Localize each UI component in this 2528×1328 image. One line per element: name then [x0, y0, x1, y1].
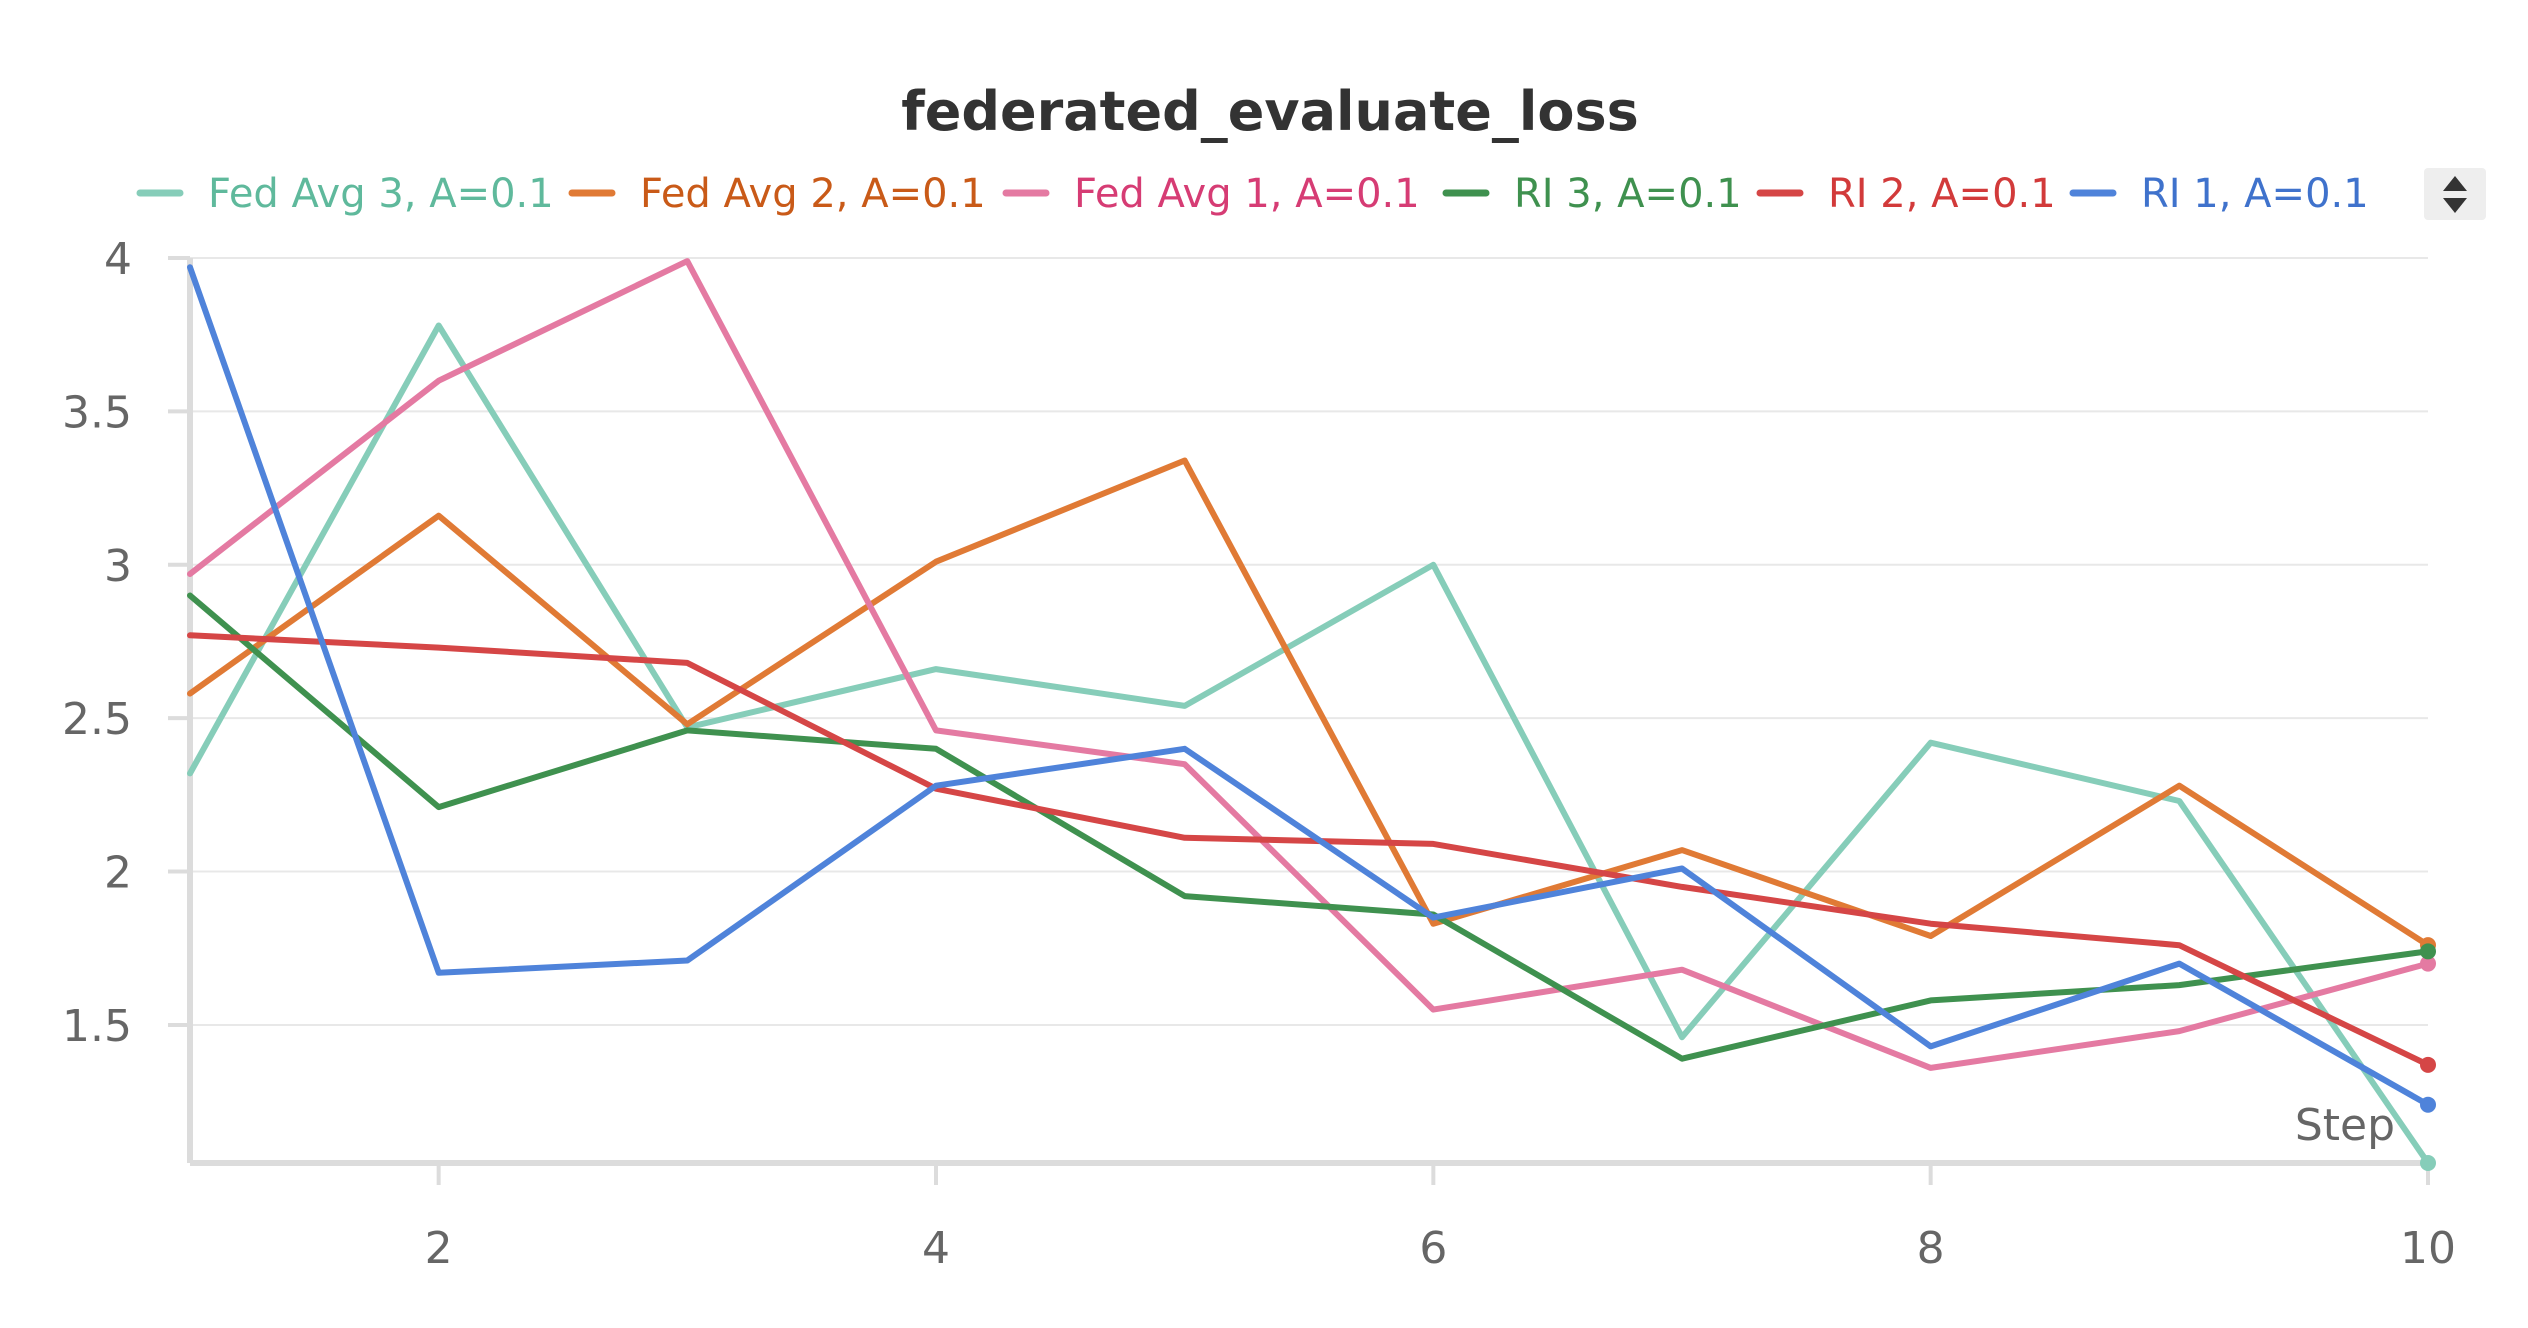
x-tick-label: 4 [922, 1223, 950, 1274]
x-tick-label: 6 [1419, 1223, 1447, 1274]
axes [187, 258, 2428, 1166]
series-end-point [2420, 1096, 2436, 1113]
legend-label: Fed Avg 2, A=0.1 [640, 171, 986, 217]
legend-item[interactable]: RI 3, A=0.1 [1442, 171, 1742, 217]
x-tick-label: 2 [425, 1223, 453, 1274]
series-line [187, 264, 2431, 1108]
series-end-point [2420, 1056, 2436, 1073]
legend-item[interactable]: Fed Avg 2, A=0.1 [568, 171, 986, 217]
series-end-point [2420, 943, 2436, 960]
legend-item[interactable]: Fed Avg 3, A=0.1 [136, 171, 554, 217]
legend-item[interactable]: RI 2, A=0.1 [1756, 171, 2056, 217]
legend-label: Fed Avg 3, A=0.1 [208, 171, 554, 217]
legend-label: RI 1, A=0.1 [2141, 171, 2369, 217]
legend-label: RI 3, A=0.1 [1514, 171, 1742, 217]
grid [190, 257, 2428, 1026]
series-line [187, 592, 2431, 1062]
y-tick-label: 4 [104, 234, 132, 285]
series-end-point [2420, 1155, 2436, 1171]
y-tick-label: 3 [104, 541, 132, 592]
y-tick-label: 2 [104, 848, 132, 899]
y-tick-label: 1.5 [62, 1001, 132, 1052]
chart-title: federated_evaluate_loss [901, 80, 1639, 143]
legend-item[interactable]: RI 1, A=0.1 [2069, 171, 2369, 217]
x-tick-label: 10 [2400, 1223, 2456, 1274]
plot-area [187, 258, 2436, 1171]
x-axis-label: Step [2295, 1100, 2395, 1151]
series-line [187, 322, 2431, 1166]
legend-scroll-button[interactable] [2424, 168, 2486, 220]
series-line [187, 258, 2431, 1071]
y-axis: 1.5 2 2.5 3 3.5 4 [62, 234, 190, 1052]
legend: Fed Avg 3, A=0.1 Fed Avg 2, A=0.1 Fed Avg … [136, 171, 2369, 217]
series-line [187, 632, 2431, 1068]
legend-label: RI 2, A=0.1 [1828, 171, 2056, 217]
x-tick-label: 8 [1917, 1223, 1945, 1274]
series-line [187, 457, 2431, 949]
legend-label: Fed Avg 1, A=0.1 [1074, 171, 1420, 217]
x-axis: 2 4 6 8 10 [425, 1163, 2456, 1274]
series-end-point [2420, 955, 2436, 972]
down-arrow-icon [2443, 198, 2467, 213]
y-tick-label: 2.5 [62, 694, 132, 745]
y-tick-label: 3.5 [62, 387, 132, 438]
legend-item[interactable]: Fed Avg 1, A=0.1 [1002, 171, 1420, 217]
up-arrow-icon [2443, 176, 2467, 191]
